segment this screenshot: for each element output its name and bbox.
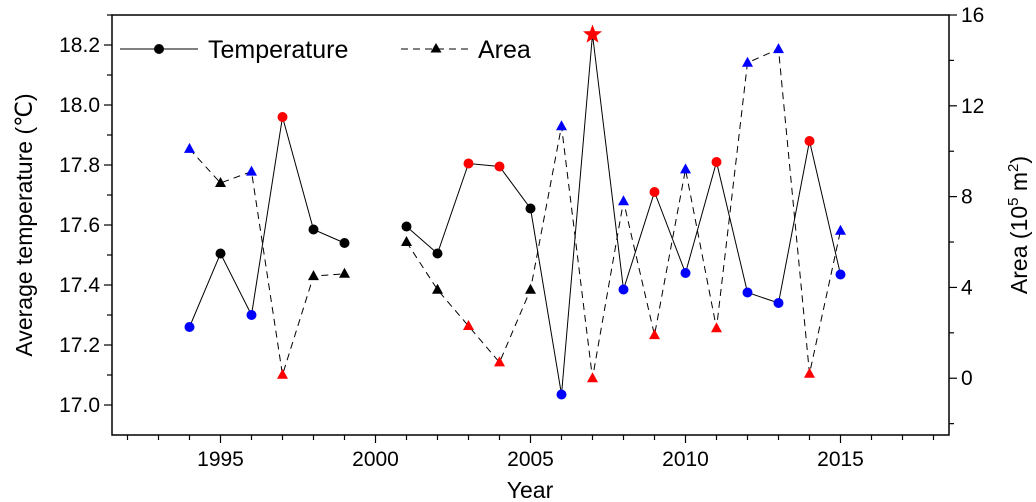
right-y-axis-title-mid: m [1006, 172, 1032, 198]
temperature-point-1994 [184, 322, 195, 332]
right-y-axis-title-prefix: Area (10 [1006, 206, 1032, 294]
legend-area-label: Area [478, 36, 531, 64]
temperature-point-2001 [401, 221, 412, 232]
temperature-point-2005 [525, 203, 536, 214]
area-point-2013 [773, 43, 784, 54]
legend-area-marker [430, 43, 442, 53]
temperature-point-2010 [680, 268, 691, 278]
left-y-tick-label-1: 17.2 [59, 334, 100, 357]
right-y-tick-label-4: 4 [961, 276, 973, 299]
x-tick-label-2000: 2000 [352, 448, 399, 471]
area-point-2015 [835, 224, 846, 235]
temperature-point-2004 [494, 161, 505, 172]
temperature-point-2006 [556, 389, 567, 400]
area-point-1998 [308, 270, 319, 281]
left-y-tick-label-5: 18.0 [59, 94, 100, 117]
temperature-point-2013 [773, 298, 784, 308]
temperature-point-2012 [742, 287, 753, 298]
plot-frame [111, 14, 950, 436]
right-y-tick-label-8: 8 [961, 186, 973, 209]
left-y-tick-label-2: 17.4 [59, 274, 100, 297]
right-y-axis-title: Area (105 m2) [1005, 156, 1032, 294]
legend-temperature-marker [154, 44, 164, 54]
temperature-point-2009 [649, 187, 660, 197]
area-point-2002 [432, 283, 443, 294]
area-point-2012 [742, 56, 753, 67]
x-axis-ticks: 1995 2000 2005 2010 2015 [126, 435, 935, 471]
temperature-point-1998 [308, 224, 319, 235]
right-y-tick-label-16: 16 [961, 4, 984, 27]
area-point-1995 [215, 177, 226, 187]
x-tick-label-1995: 1995 [197, 448, 244, 471]
right-y-axis-title-exponent-1: 5 [1005, 198, 1022, 206]
x-axis-title: Year [507, 477, 554, 502]
temperature-line-segment-0 [189, 116, 345, 328]
temperature-point-2007-star [583, 24, 602, 43]
temperature-point-2003 [463, 158, 474, 169]
area-point-2014 [804, 367, 815, 378]
x-tick-label-2010: 2010 [662, 448, 709, 471]
temperature-point-2015 [835, 269, 846, 280]
area-point-2008 [618, 195, 629, 206]
right-y-tick-label-12: 12 [961, 95, 984, 118]
right-y-axis-ticks: 0 4 8 12 16 [949, 4, 984, 425]
temperature-point-2002 [432, 248, 443, 259]
left-y-tick-label-6: 18.2 [59, 34, 100, 57]
temperature-point-1995 [215, 248, 226, 259]
left-y-axis-title: Average temperature (℃) [11, 93, 37, 356]
right-y-axis-title-exponent-2: 2 [1005, 164, 1022, 172]
area-point-2011 [711, 322, 722, 333]
x-tick-label-2005: 2005 [507, 448, 554, 471]
area-line-segment-0 [189, 148, 345, 375]
temperature-point-2008 [618, 284, 629, 295]
series-lines [189, 34, 841, 395]
left-y-tick-label-4: 17.8 [59, 154, 100, 177]
series-markers [184, 24, 846, 400]
area-point-2004 [494, 356, 505, 367]
temperature-line-segment-1 [406, 34, 841, 395]
area-point-1994 [184, 142, 195, 153]
right-y-axis-title-suffix: ) [1006, 156, 1032, 164]
left-y-tick-label-0: 17.0 [59, 394, 100, 417]
area-point-2007 [587, 372, 598, 383]
area-point-2006 [556, 120, 567, 131]
area-point-2005 [525, 283, 536, 294]
right-y-tick-label-0: 0 [961, 367, 973, 390]
temperature-point-2014 [804, 136, 815, 146]
temperature-point-2011 [711, 157, 722, 167]
area-point-1999 [339, 267, 350, 278]
area-point-2001 [401, 236, 412, 246]
temperature-point-1997 [277, 112, 288, 122]
temperature-point-1999 [339, 238, 350, 248]
left-y-tick-label-3: 17.6 [59, 214, 100, 237]
area-point-2009 [649, 329, 660, 340]
legend-temperature-label: Temperature [208, 36, 348, 64]
area-point-1996 [246, 165, 257, 176]
legend: Temperature Area [120, 36, 531, 64]
temperature-point-1996 [246, 310, 257, 320]
area-point-2010 [680, 163, 691, 174]
area-point-1997 [277, 368, 288, 379]
area-point-2003 [463, 320, 474, 330]
x-tick-label-2015: 2015 [817, 448, 864, 471]
left-y-axis-ticks: 17.0 17.2 17.4 17.6 17.8 18.0 18.2 [59, 14, 112, 417]
